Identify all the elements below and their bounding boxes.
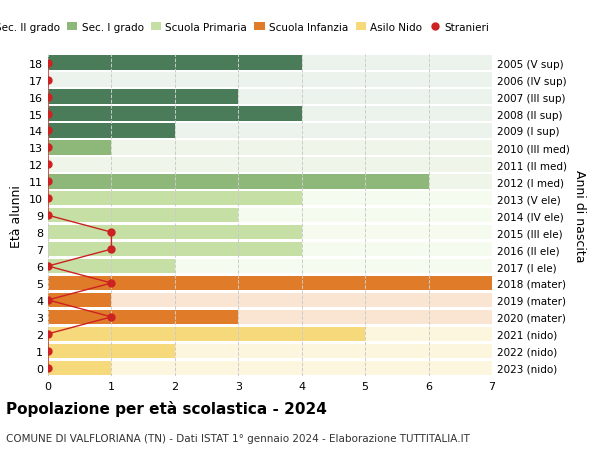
Bar xyxy=(48,293,112,308)
Bar xyxy=(48,124,492,138)
Bar xyxy=(48,175,428,189)
Bar xyxy=(48,208,492,223)
Bar xyxy=(48,225,302,240)
Bar xyxy=(48,191,492,206)
Bar xyxy=(48,191,302,206)
Bar xyxy=(48,158,492,172)
Bar xyxy=(48,327,492,341)
Bar xyxy=(48,293,492,308)
Bar xyxy=(48,225,492,240)
Bar xyxy=(48,124,175,138)
Bar xyxy=(48,361,492,375)
Y-axis label: Età alunni: Età alunni xyxy=(10,185,23,247)
Bar xyxy=(48,242,492,257)
Bar xyxy=(48,259,492,274)
Bar xyxy=(48,141,492,155)
Bar xyxy=(48,56,302,71)
Bar xyxy=(48,73,492,88)
Bar xyxy=(48,90,238,105)
Bar xyxy=(48,276,492,291)
Legend: Sec. II grado, Sec. I grado, Scuola Primaria, Scuola Infanzia, Asilo Nido, Stran: Sec. II grado, Sec. I grado, Scuola Prim… xyxy=(0,18,493,37)
Bar xyxy=(48,259,175,274)
Bar xyxy=(48,344,175,358)
Bar xyxy=(48,107,492,122)
Bar xyxy=(48,175,492,189)
Y-axis label: Anni di nascita: Anni di nascita xyxy=(574,169,586,262)
Bar xyxy=(48,90,492,105)
Bar xyxy=(48,276,492,291)
Bar xyxy=(48,242,302,257)
Bar xyxy=(48,208,238,223)
Bar xyxy=(48,361,112,375)
Text: COMUNE DI VALFLORIANA (TN) - Dati ISTAT 1° gennaio 2024 - Elaborazione TUTTITALI: COMUNE DI VALFLORIANA (TN) - Dati ISTAT … xyxy=(6,433,470,442)
Text: Popolazione per età scolastica - 2024: Popolazione per età scolastica - 2024 xyxy=(6,400,327,416)
Bar xyxy=(48,310,238,325)
Bar xyxy=(48,56,492,71)
Bar xyxy=(48,141,112,155)
Bar xyxy=(48,310,492,325)
Bar xyxy=(48,344,492,358)
Bar xyxy=(48,327,365,341)
Bar xyxy=(48,107,302,122)
